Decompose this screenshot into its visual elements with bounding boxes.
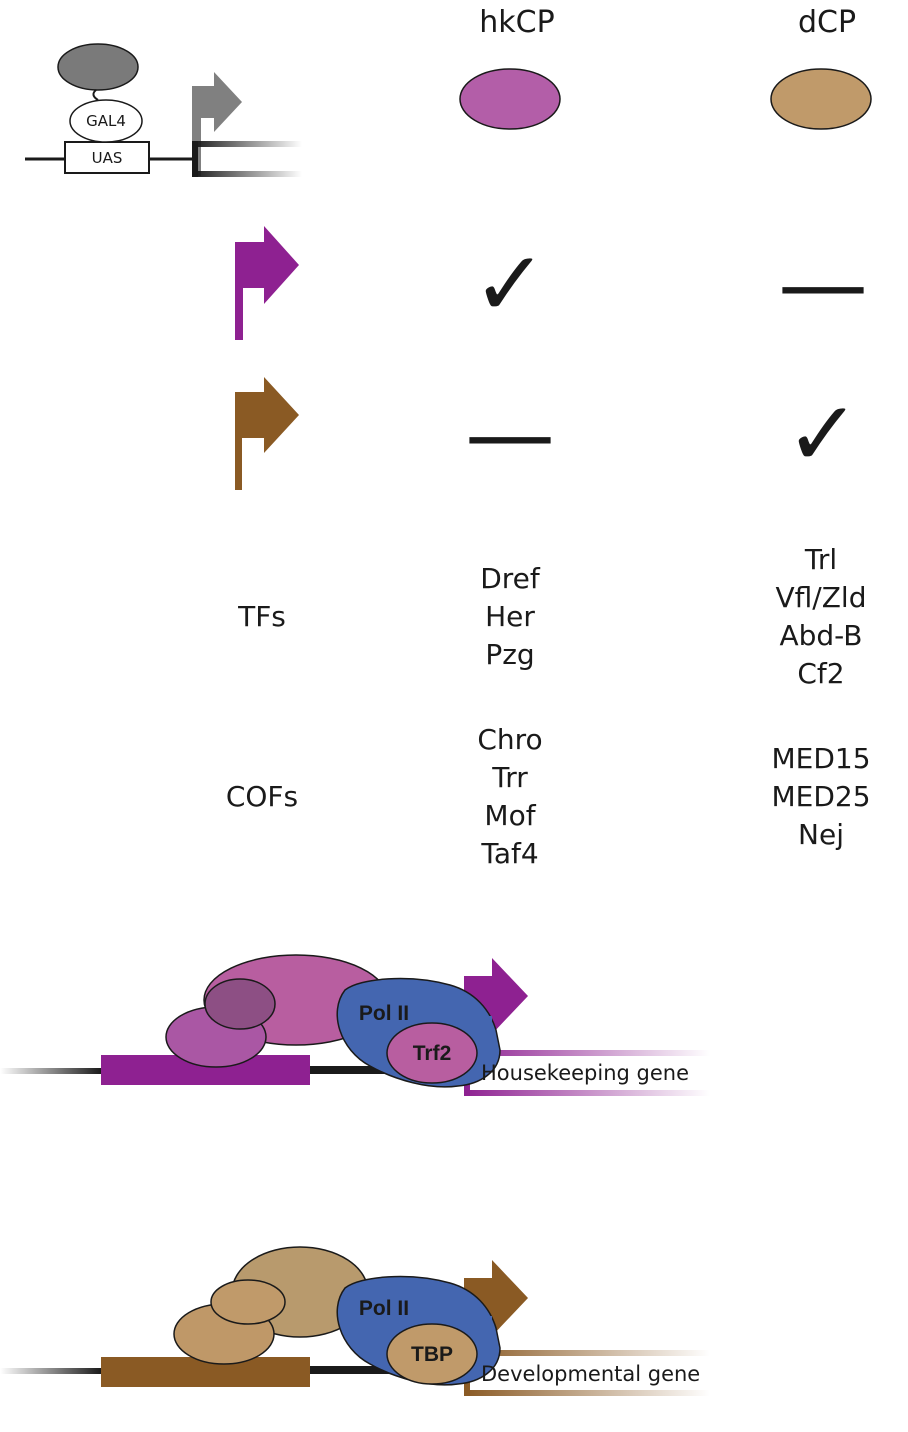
cof-dev-item: Nej — [798, 818, 844, 851]
cofs-label: COFs — [226, 780, 298, 813]
gal4-ellipse — [69, 99, 143, 143]
dev-pol2-label: Pol II — [359, 1297, 409, 1320]
row1-hk-check: ✓ — [472, 232, 547, 337]
gal4-label: GAL4 — [86, 112, 126, 130]
hk-trf2-label: Trf2 — [413, 1042, 452, 1065]
reporter-construct: UAS GAL4 — [25, 43, 302, 177]
dev-gene-top — [464, 1350, 710, 1356]
hkcp-marker — [459, 68, 561, 130]
hk-trf2-ellipse — [386, 1022, 478, 1084]
dev-tbp-label: TBP — [411, 1343, 453, 1366]
cof-dev-item: MED15 — [771, 742, 870, 775]
dev-dna-left — [0, 1368, 101, 1374]
dcp-marker — [770, 68, 872, 130]
hk-gene-label: Housekeeping gene — [481, 1061, 689, 1085]
tf-hk-item: Pzg — [485, 638, 534, 671]
hk-pol2-tab — [470, 1016, 492, 1044]
hk-dna-left — [0, 1068, 101, 1074]
row-dev-promoter: — ✓ — [235, 377, 861, 490]
reporter-gene-edge — [192, 141, 198, 177]
hk-promoter-arrow-icon — [235, 226, 299, 340]
row2-dev-check: ✓ — [785, 382, 860, 487]
uas-box — [64, 141, 150, 174]
tf-dev-item: Abd-B — [779, 619, 862, 652]
header-dcp: dCP — [798, 5, 856, 40]
cof-hk-item: Taf4 — [480, 837, 538, 870]
reporter-arrow-icon — [192, 72, 242, 132]
hk-cofactor-small — [204, 978, 276, 1030]
tf-hk-item: Dref — [480, 562, 541, 595]
housekeeping-model: Pol II Trf2 Housekeeping gene — [0, 954, 710, 1096]
activator-domain — [57, 43, 139, 91]
tf-dev-item: Vfl/Zld — [776, 581, 867, 614]
tfs-label: TFs — [237, 600, 286, 633]
activator-linker — [92, 89, 99, 101]
cof-hk-item: Trr — [491, 761, 528, 794]
dev-gene-bottom — [464, 1390, 710, 1396]
dev-dna-mid — [310, 1366, 400, 1374]
row1-dev-dash: — — [778, 232, 868, 337]
cof-hk-item: Chro — [477, 723, 542, 756]
row-hk-promoter: ✓ — — [235, 226, 868, 340]
tf-dev-item: Trl — [804, 543, 837, 576]
dev-gene-label: Developmental gene — [481, 1362, 700, 1386]
hk-gene-bottom — [464, 1090, 710, 1096]
header-hkcp: hkCP — [479, 5, 554, 40]
dev-pol2-tab — [470, 1316, 492, 1344]
hk-gene-top — [464, 1050, 710, 1056]
developmental-model: Pol II TBP Developmental gene — [0, 1246, 710, 1396]
dev-tbp-ellipse — [386, 1323, 478, 1385]
tf-hk-item: Her — [485, 600, 535, 633]
uas-label: UAS — [92, 149, 123, 167]
dev-cofactor-small — [210, 1279, 286, 1325]
tf-dev-item: Cf2 — [797, 657, 844, 690]
cof-hk-item: Mof — [484, 799, 536, 832]
hk-pol2-label: Pol II — [359, 1002, 409, 1025]
hk-dna-mid — [310, 1066, 400, 1074]
reporter-gene-bottom — [192, 171, 302, 177]
dev-promoter-arrow-icon — [235, 377, 299, 490]
row2-hk-dash: — — [465, 382, 555, 487]
cof-dev-item: MED25 — [771, 780, 870, 813]
reporter-gene-top — [192, 141, 302, 147]
